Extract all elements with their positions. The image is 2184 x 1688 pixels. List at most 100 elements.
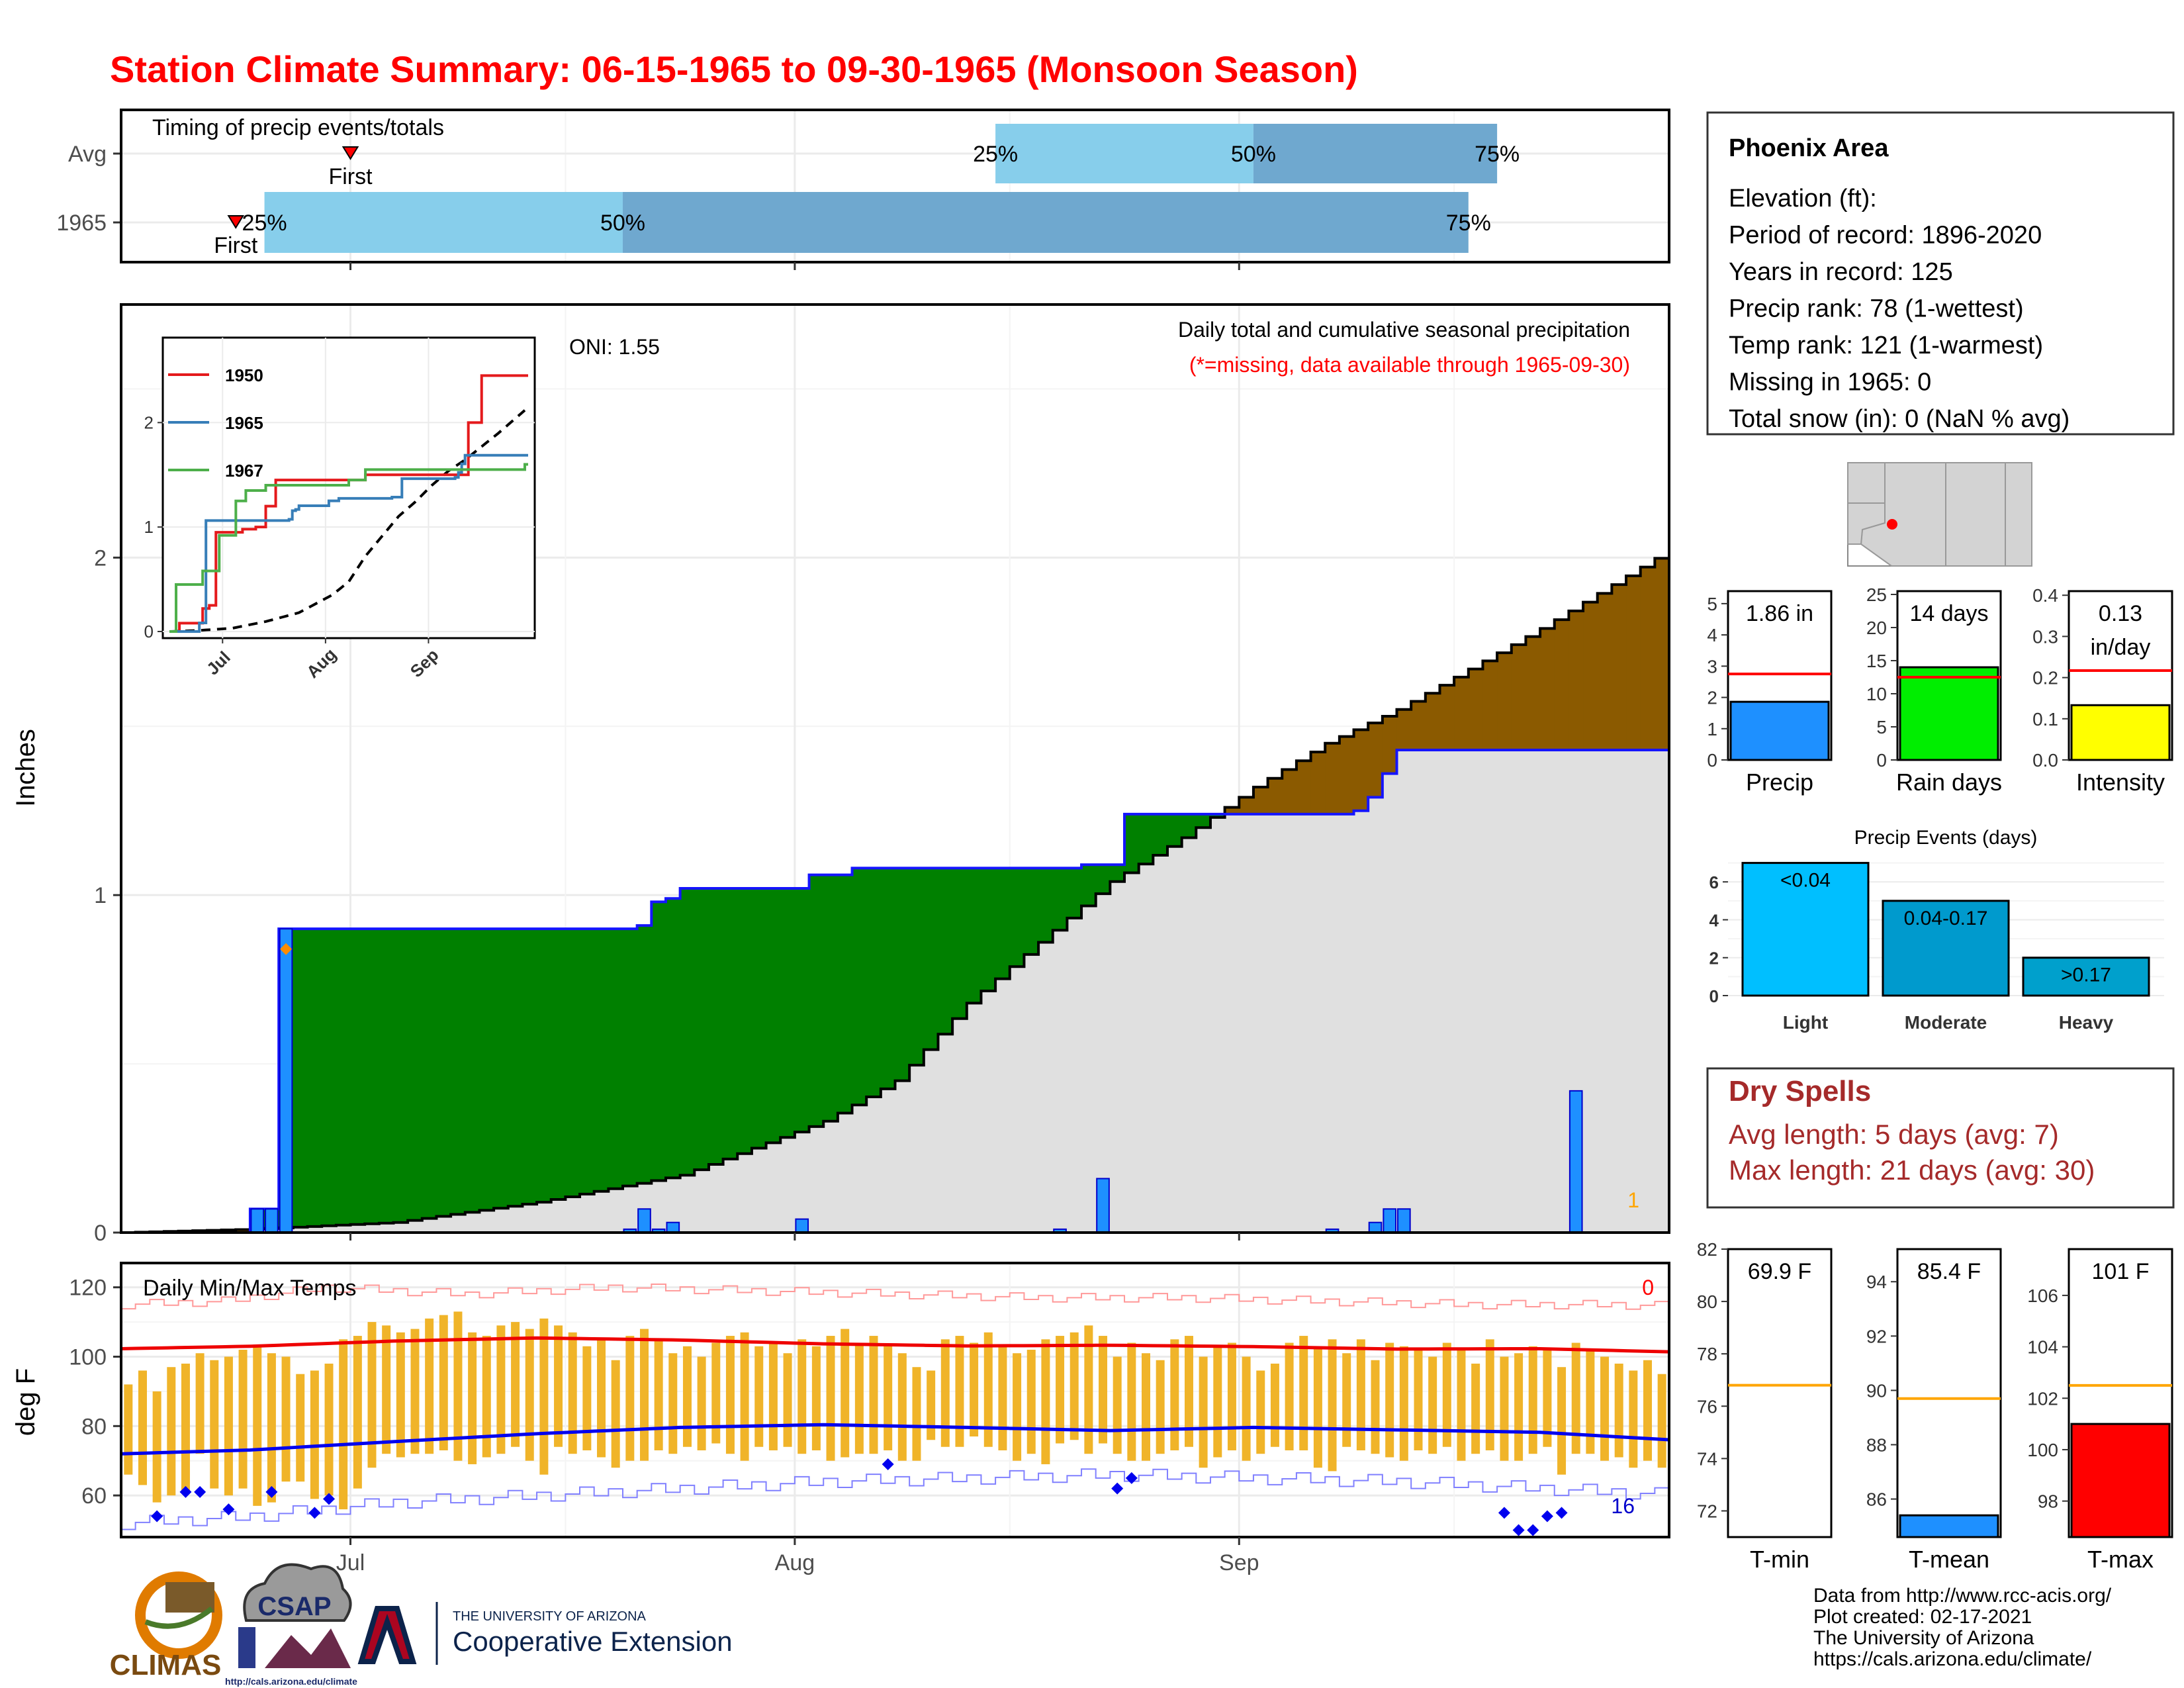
daily-temp-bar: [554, 1325, 563, 1447]
avg-cumulative-line: [121, 557, 1669, 1234]
precip-deficit-area: [1267, 778, 1283, 814]
precip-deficit-area: [1525, 636, 1541, 750]
dry-spells-max: Max length: 21 days (avg: 30): [1729, 1154, 2095, 1186]
daily-temp-bar: [253, 1346, 262, 1506]
daily-temp-bar: [811, 1346, 821, 1450]
precip-deficit-area: [1310, 752, 1326, 814]
precip-surplus-area: [723, 888, 738, 1159]
record-low-marker: [323, 1493, 336, 1505]
daily-temp-bar: [324, 1363, 334, 1496]
precip-deficit-area: [1569, 610, 1584, 750]
precip-surplus-area: [966, 868, 982, 1004]
daily-temp-bar: [238, 1350, 248, 1489]
mini-ytick-label: 0.0: [2032, 750, 2058, 771]
timing-q25-label: 25%: [973, 142, 1018, 167]
precip-deficit-area: [1282, 769, 1297, 814]
daily-temp-bar: [1543, 1350, 1552, 1447]
temp-bar-ytick-label: 74: [1697, 1448, 1717, 1469]
daily-temp-bar: [841, 1329, 850, 1458]
daily-temp-bar: [410, 1329, 420, 1454]
daily-temp-bar: [1069, 1332, 1079, 1440]
daily-temp-bar: [1643, 1360, 1653, 1461]
daily-temp-bar: [210, 1360, 219, 1489]
temp-xtick-label: Jul: [336, 1550, 365, 1575]
precip-deficit-area: [1655, 558, 1670, 750]
mini-ytick-label: 25: [1866, 585, 1887, 605]
csap-mountain-icon: [265, 1628, 351, 1668]
timing-first-label: First: [214, 233, 258, 258]
daily-temp-bar: [611, 1360, 620, 1468]
daily-precip-bar: [1368, 1221, 1383, 1233]
mini-ytick-label: 0.1: [2032, 709, 2058, 729]
precip-surplus-area: [508, 929, 523, 1207]
temp-bar-ytick-label: 78: [1697, 1344, 1717, 1364]
credit-line: Data from http://www.rcc-acis.org/: [1813, 1585, 2112, 1607]
timing-bar-q25-q50: [995, 124, 1253, 183]
record-low-marker: [179, 1485, 192, 1498]
dry-spells-title: Dry Spells: [1729, 1075, 1871, 1107]
events-bar-label: >0.17: [2061, 964, 2111, 986]
daily-precip-bar: [1096, 1178, 1110, 1233]
precip-surplus-area: [565, 929, 580, 1197]
daily-temp-bar: [1457, 1350, 1466, 1461]
precip-surplus-area: [995, 868, 1011, 979]
daily-temp-bar: [682, 1346, 692, 1447]
temp-ytick-label: 100: [69, 1344, 107, 1370]
record-low-count: 16: [1611, 1494, 1635, 1518]
precip-surplus-area: [379, 929, 394, 1223]
daily-temp-bar: [124, 1384, 133, 1475]
mini-ytick-label: 0.4: [2032, 585, 2058, 606]
temp-xtick-label: Aug: [775, 1550, 815, 1575]
daily-temp-bar: [396, 1332, 405, 1458]
daily-temp-bar: [1514, 1353, 1524, 1461]
daily-temp-bar: [1600, 1356, 1610, 1461]
ua-name: THE UNIVERSITY OF ARIZONA: [453, 1609, 647, 1624]
inset-ytick-label: 1: [144, 517, 154, 537]
daily-temp-bar: [854, 1342, 864, 1454]
temp-frame: [120, 1262, 1670, 1538]
precip-panel: Daily total and cumulative seasonal prec…: [11, 303, 1670, 1246]
map-state-new-mexico: [1945, 462, 2006, 567]
precip-deficit-area: [1626, 575, 1641, 750]
daily-temp-bar: [1442, 1342, 1451, 1447]
daily-temp-bar: [525, 1329, 534, 1461]
precip-surplus-area: [895, 868, 910, 1081]
daily-temp-bar: [1084, 1325, 1093, 1454]
precip-ylabel: Inches: [11, 729, 40, 807]
daily-temp-bar: [1056, 1336, 1065, 1444]
inset-frame: [161, 336, 536, 639]
map-state-california: [1847, 502, 1886, 545]
precip-deficit-area: [1382, 716, 1398, 774]
timing-panel: Timing of precip events/totals 25% 50% 75% F…: [56, 109, 2092, 270]
daily-precip-bar: [250, 1208, 265, 1234]
oni-label: ONI: 1.55: [569, 335, 660, 359]
precip-surplus-area: [1181, 814, 1197, 838]
temp-ylabel: deg F: [11, 1368, 40, 1436]
daily-temp-bar: [181, 1363, 190, 1492]
daily-temp-bar: [1342, 1353, 1351, 1447]
csap-cloud-icon: [243, 1563, 352, 1622]
precip-surplus-area: [1038, 868, 1054, 943]
precip-deficit-area: [1439, 685, 1455, 750]
daily-temp-bar: [711, 1342, 721, 1444]
info-line: Precip rank: 78 (1-wettest): [1729, 295, 2024, 323]
precip-deficit-area: [1612, 585, 1627, 750]
precip-surplus-area: [1052, 868, 1068, 931]
daily-temp-bar: [167, 1367, 176, 1496]
inset-ytick-label: 0: [144, 622, 154, 641]
daily-temp-bar: [1127, 1342, 1136, 1461]
inset-legend-label: 1950: [225, 365, 263, 385]
precip-surplus-area: [1081, 865, 1097, 906]
daily-temp-bar: [382, 1325, 391, 1454]
daily-temp-bar: [1256, 1370, 1265, 1454]
csap-logo-text: CSAP: [257, 1592, 331, 1621]
dry-spells: Dry Spells Avg length: 5 days (avg: 7) Max…: [1706, 1067, 2175, 1209]
daily-temp-bar: [267, 1353, 276, 1503]
record-low-marker: [194, 1485, 206, 1498]
precip-surplus-area: [1110, 865, 1125, 882]
daily-temp-bar: [339, 1339, 348, 1510]
arizona-map: [1847, 462, 2032, 567]
map-state-nevada: [1847, 462, 1886, 504]
precip-surplus-area: [651, 902, 666, 1181]
events-ytick-label: 0: [1709, 986, 1719, 1006]
